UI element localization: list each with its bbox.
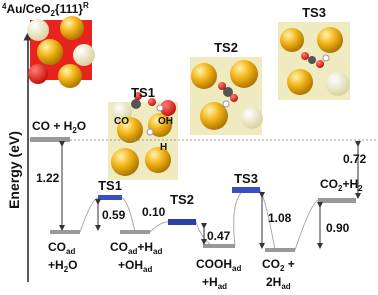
text-part: 4 (2, 2, 7, 11)
text-part: ad (143, 265, 152, 274)
panel-label: TS2 (214, 40, 238, 55)
energy-value: 0.59 (102, 208, 126, 222)
structure-image: CO OH H (108, 92, 178, 180)
ts-bar (98, 195, 122, 200)
text-part: COOH (196, 257, 232, 271)
state-label: COOHad (196, 257, 241, 273)
level-bar (203, 244, 235, 248)
panel-label: TS1 (131, 85, 155, 100)
energy-value: 0.10 (142, 205, 166, 219)
state-label: CO2 + (262, 257, 295, 273)
ts-label: TS1 (98, 178, 122, 193)
structure-image (27, 16, 95, 88)
panel-label: TS3 (302, 5, 326, 20)
energy-value: 0.47 (207, 229, 231, 243)
text-part: R (83, 1, 89, 10)
text-part: +H (137, 240, 153, 254)
ts-bar (168, 219, 196, 225)
title: 4Au/CeO2{111}R (2, 1, 89, 18)
text-part: 2H (266, 275, 281, 289)
level-bar (120, 230, 150, 234)
text-part: CO (48, 240, 66, 254)
text-part: CO (320, 177, 338, 191)
text-part: +H (202, 275, 218, 289)
state-label: 2Had (266, 275, 291, 291)
text-part: ad (232, 264, 241, 273)
energy-value: 0.72 (343, 152, 367, 166)
energy-value: 1.22 (36, 171, 60, 185)
text-part: ad (153, 247, 162, 256)
text-part: CO + H (32, 119, 72, 133)
text-part: +OH (118, 258, 143, 272)
atom-label: H (160, 142, 167, 153)
ts-bar (232, 187, 260, 193)
state-label: +H2O (48, 258, 77, 274)
text-part: Au/CeO (6, 2, 50, 16)
text-part: 2 (64, 265, 69, 274)
text-part: O (77, 119, 86, 133)
state-label: COad+Had (110, 240, 162, 256)
structure-image (190, 57, 263, 135)
text-part: 2 (358, 184, 363, 193)
text-part: 2 (338, 184, 343, 193)
level-bar (30, 137, 70, 142)
level-bar (50, 230, 80, 234)
text-part: ad (66, 247, 75, 256)
text-part: CO (110, 240, 128, 254)
state-label: CO2+H2 (320, 177, 363, 193)
energy-value: 1.08 (268, 211, 292, 225)
text-part: 2 (72, 126, 77, 135)
text-part: O (68, 258, 77, 272)
level-bar (318, 198, 356, 203)
y-axis-label: Energy (eV) (6, 131, 22, 209)
text-part: ad (128, 247, 137, 256)
text-part: 2 (50, 9, 55, 18)
atom-label: CO (114, 116, 129, 127)
text-part: + (284, 257, 294, 271)
text-part: ad (281, 282, 290, 291)
ts-label: TS3 (234, 171, 258, 186)
state-label: +OHad (118, 258, 152, 274)
energy-value: 0.90 (326, 221, 350, 235)
atom-label: OH (158, 116, 173, 127)
energy-arrow (59, 141, 361, 249)
state-label: COad (48, 240, 75, 256)
level-bar (265, 248, 295, 252)
ts-label: TS2 (170, 192, 194, 207)
text-part: 2 (280, 264, 285, 273)
text-part: {111} (55, 2, 83, 16)
state-label: +Had (202, 275, 227, 291)
text-part: ad (218, 282, 227, 291)
text-part: +H (48, 258, 64, 272)
text-part: +H (342, 177, 358, 191)
structure-image (278, 22, 350, 100)
text-part: CO (262, 257, 280, 271)
state-label: CO + H2O (32, 119, 86, 135)
